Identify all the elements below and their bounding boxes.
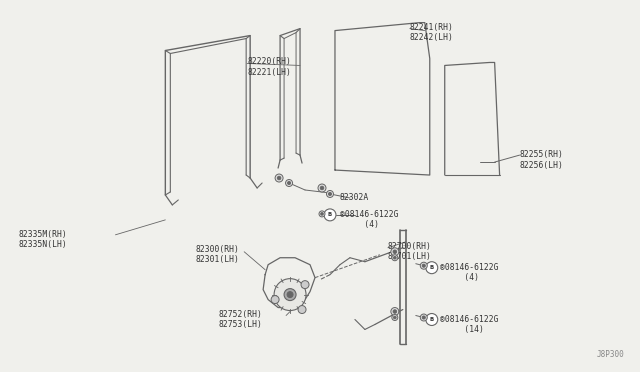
Circle shape xyxy=(393,250,397,254)
Circle shape xyxy=(420,314,428,321)
Text: 82700(RH)
82701(LH): 82700(RH) 82701(LH) xyxy=(388,242,432,261)
Text: B: B xyxy=(328,212,332,217)
Circle shape xyxy=(391,308,399,315)
Circle shape xyxy=(319,211,325,217)
Text: 82241(RH)
82242(LH): 82241(RH) 82242(LH) xyxy=(410,23,454,42)
Circle shape xyxy=(394,316,396,319)
Circle shape xyxy=(277,176,281,180)
Text: 82335M(RH)
82335N(LH): 82335M(RH) 82335N(LH) xyxy=(19,230,67,249)
Text: 82255(RH)
82256(LH): 82255(RH) 82256(LH) xyxy=(520,150,563,170)
Circle shape xyxy=(328,192,332,196)
Circle shape xyxy=(284,289,296,301)
Circle shape xyxy=(391,248,399,256)
Circle shape xyxy=(320,186,324,190)
Text: 82220(RH)
82221(LH): 82220(RH) 82221(LH) xyxy=(247,58,291,77)
Circle shape xyxy=(420,262,428,269)
Circle shape xyxy=(275,174,283,182)
Text: ®08146-6122G
     (4): ®08146-6122G (4) xyxy=(340,210,399,229)
Text: B: B xyxy=(429,317,434,322)
Circle shape xyxy=(287,182,291,185)
Circle shape xyxy=(287,292,293,298)
Text: B: B xyxy=(429,265,434,270)
Text: 82300(RH)
82301(LH): 82300(RH) 82301(LH) xyxy=(195,245,239,264)
Text: J8P300: J8P300 xyxy=(596,350,625,359)
Circle shape xyxy=(318,184,326,192)
Circle shape xyxy=(422,316,426,319)
Circle shape xyxy=(326,190,333,198)
Circle shape xyxy=(285,180,292,186)
Text: ®08146-6122G
     (14): ®08146-6122G (14) xyxy=(440,314,498,334)
Circle shape xyxy=(394,256,396,259)
Text: ®08146-6122G
     (4): ®08146-6122G (4) xyxy=(440,263,498,282)
Text: 82752(RH)
82753(LH): 82752(RH) 82753(LH) xyxy=(218,310,262,329)
Circle shape xyxy=(324,209,336,221)
Circle shape xyxy=(274,279,306,311)
Circle shape xyxy=(298,305,306,314)
Circle shape xyxy=(301,280,309,289)
Circle shape xyxy=(392,255,398,261)
Circle shape xyxy=(422,264,426,267)
Circle shape xyxy=(426,262,438,274)
Circle shape xyxy=(271,296,279,304)
Circle shape xyxy=(426,314,438,326)
Text: 82302A: 82302A xyxy=(340,193,369,202)
Circle shape xyxy=(321,212,323,215)
Circle shape xyxy=(393,310,397,313)
Circle shape xyxy=(392,314,398,321)
